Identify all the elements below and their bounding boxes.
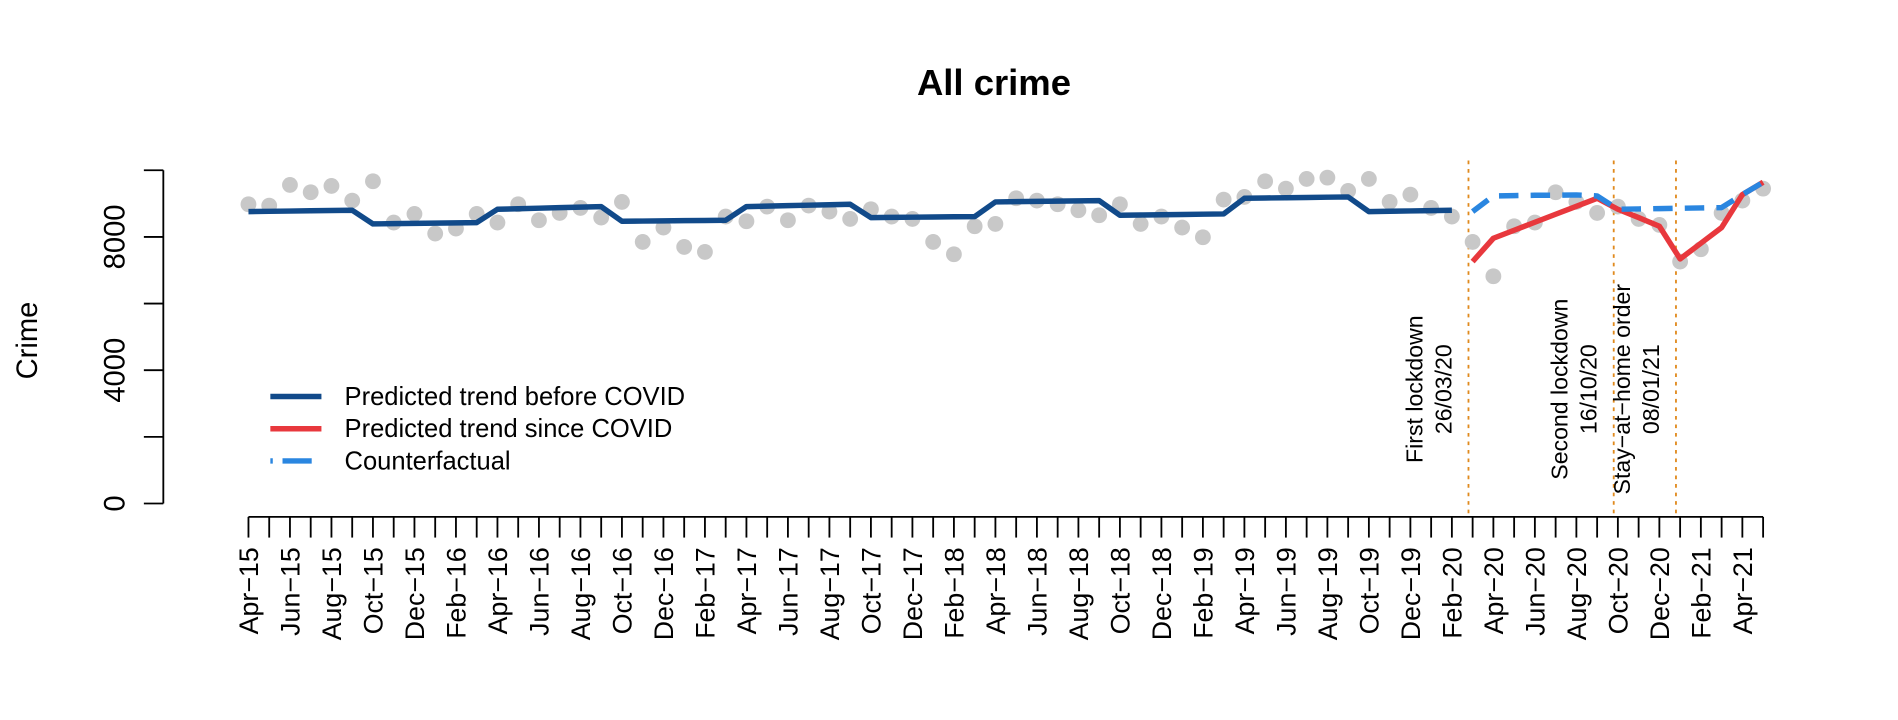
event-label: First lockdown	[1401, 315, 1427, 463]
data-point	[655, 219, 672, 236]
x-tick-label: Oct−17	[857, 547, 887, 634]
data-point	[427, 225, 444, 242]
y-tick-label: 0	[99, 495, 131, 511]
data-point	[1464, 234, 1481, 250]
x-tick-label: Feb−20	[1438, 547, 1468, 638]
x-tick-label: Feb−17	[691, 547, 721, 638]
data-point	[365, 173, 381, 190]
x-tick-label: Feb−19	[1189, 547, 1219, 638]
x-tick-label: Jun−18	[1023, 547, 1053, 636]
x-tick-label: Aug−16	[566, 547, 596, 640]
data-point	[1215, 191, 1232, 208]
x-tick-label: Jun−15	[276, 547, 306, 636]
data-point	[925, 234, 942, 250]
event-label: 26/03/20	[1430, 344, 1456, 434]
data-point	[842, 211, 859, 227]
event-label: 16/10/20	[1576, 344, 1602, 434]
data-point	[344, 192, 361, 209]
data-point	[1111, 196, 1128, 213]
data-point	[946, 246, 962, 263]
data-point	[1277, 180, 1294, 197]
x-tick-label: Apr−15	[234, 547, 264, 634]
data-point	[1070, 202, 1087, 219]
event-label: Stay−at−home order	[1609, 284, 1635, 495]
x-tick-label: Jun−16	[525, 547, 555, 636]
data-point	[1091, 207, 1108, 224]
data-point	[1360, 171, 1377, 187]
x-tick-label: Aug−18	[1064, 547, 1094, 640]
chart-title: All crime	[917, 62, 1071, 103]
data-point	[1589, 205, 1606, 221]
x-tick-label: Oct−19	[1355, 547, 1385, 634]
x-tick-label: Feb−18	[940, 547, 970, 638]
data-point	[966, 218, 983, 235]
data-point	[1381, 194, 1398, 210]
legend-label: Predicted trend since COVID	[345, 415, 673, 443]
x-tick-label: Aug−20	[1562, 547, 1592, 640]
x-tick-label: Dec−15	[400, 547, 430, 640]
x-tick-label: Apr−18	[981, 547, 1011, 634]
data-point	[676, 239, 693, 255]
data-point	[697, 244, 713, 260]
legend-label: Predicted trend before COVID	[345, 383, 686, 411]
data-point	[1298, 171, 1315, 187]
x-tick-label: Aug−19	[1313, 547, 1343, 640]
data-point	[531, 212, 547, 229]
data-point	[406, 206, 423, 222]
x-tick-label: Oct−15	[359, 547, 389, 634]
data-point	[1319, 169, 1336, 186]
x-tick-label: Apr−19	[1230, 547, 1260, 634]
data-point	[738, 213, 755, 230]
data-point	[1132, 216, 1149, 232]
x-tick-label: Dec−18	[1147, 547, 1177, 640]
y-tick-label: 8000	[99, 204, 131, 269]
data-point	[780, 212, 796, 229]
data-point	[1547, 184, 1564, 201]
x-tick-label: Aug−15	[317, 547, 347, 640]
x-tick-label: Aug−17	[815, 547, 845, 640]
data-point	[1402, 186, 1419, 203]
x-tick-label: Jun−17	[774, 547, 804, 636]
data-point	[593, 209, 610, 226]
data-point	[634, 234, 651, 250]
data-point	[1485, 268, 1502, 285]
x-tick-label: Feb−21	[1687, 547, 1717, 638]
x-tick-label: Apr−20	[1479, 547, 1509, 634]
x-tick-label: Dec−16	[649, 547, 679, 640]
data-point	[987, 216, 1004, 232]
data-point	[240, 196, 257, 213]
event-label: 08/01/21	[1638, 344, 1664, 434]
x-tick-label: Oct−18	[1106, 547, 1136, 634]
data-point	[614, 194, 630, 210]
data-point	[821, 203, 838, 220]
series-line	[248, 194, 1452, 227]
series-line	[1470, 179, 1765, 264]
data-point	[1257, 173, 1274, 190]
x-tick-label: Apr−21	[1728, 547, 1758, 634]
x-tick-label: Dec−19	[1396, 547, 1426, 640]
data-point	[489, 214, 506, 231]
x-tick-label: Dec−20	[1645, 547, 1675, 640]
x-tick-label: Feb−16	[442, 547, 472, 638]
x-tick-label: Jun−20	[1521, 547, 1551, 636]
data-point	[1174, 219, 1191, 236]
data-point	[1194, 229, 1211, 246]
x-tick-label: Apr−17	[732, 547, 762, 634]
y-tick-label: 4000	[99, 338, 131, 403]
x-tick-label: Jun−19	[1272, 547, 1302, 636]
legend-label: Counterfactual	[345, 447, 511, 475]
x-tick-label: Apr−16	[483, 547, 513, 634]
event-label: Second lockdown	[1547, 299, 1573, 480]
x-tick-label: Oct−16	[608, 547, 638, 634]
x-tick-label: Dec−17	[898, 547, 928, 640]
x-tick-label: Oct−20	[1604, 547, 1634, 634]
y-axis-label: Crime	[12, 302, 44, 380]
data-point	[323, 178, 340, 194]
data-point	[302, 184, 319, 201]
data-point	[282, 177, 298, 193]
